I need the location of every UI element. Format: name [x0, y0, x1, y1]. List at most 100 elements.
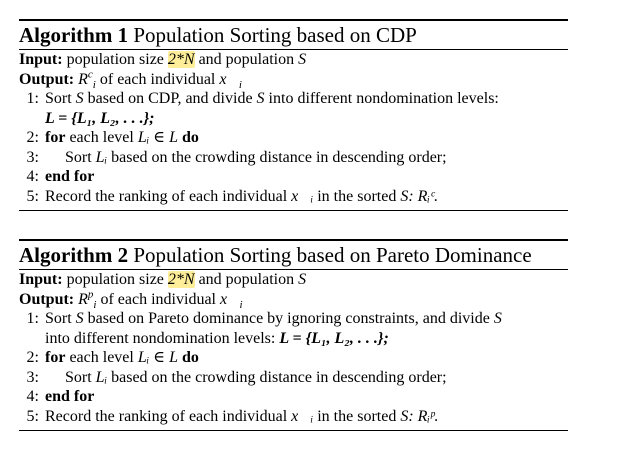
step-5: 5: Record the ranking of each individual …	[19, 407, 568, 427]
input-line: Input: population size 2*N and populatio…	[19, 270, 568, 290]
title-rule	[19, 269, 568, 270]
step-math: Lᵢ ∈ L	[137, 129, 179, 146]
step-var: S:	[400, 187, 414, 205]
algorithm-name: Population Sorting based on Pareto Domin…	[133, 243, 532, 267]
step-vector: x⃗ᵢ	[291, 187, 314, 205]
step-1: 1: Sort S based on Pareto dominance by ig…	[19, 309, 568, 329]
step-number: 2:	[26, 129, 39, 146]
output-sub: i	[92, 78, 96, 91]
output-sup: c	[87, 68, 93, 81]
output-label: Output:	[19, 290, 75, 308]
level-set: L = {L₁, L₂, . . .};	[45, 109, 155, 127]
step-4: 4: end for	[19, 167, 568, 187]
output-symbol: Rpi	[78, 288, 97, 311]
output-vec-sub: i	[238, 78, 242, 91]
title-rule	[19, 49, 568, 50]
input-text-2: and population	[198, 51, 295, 68]
step-text: in the sorted	[317, 407, 397, 425]
step-number: 3:	[26, 148, 39, 166]
step-var: S	[493, 310, 502, 327]
step-1-continuation: into different nondomination levels: L =…	[19, 329, 568, 349]
step-2: 2: for each level Lᵢ ∈ L do	[19, 348, 568, 368]
algorithm-label: Algorithm 1	[19, 23, 129, 47]
output-vec: x⃗	[219, 290, 240, 308]
output-sup: p	[87, 288, 94, 301]
step-text: each level	[69, 129, 134, 146]
step-5: 5: Record the ranking of each individual …	[19, 187, 568, 207]
step-var: Lᵢ	[95, 148, 108, 166]
keyword-do: do	[182, 129, 199, 146]
input-text: population size	[66, 271, 164, 288]
algorithm-title: Algorithm 2 Population Sorting based on …	[19, 241, 568, 269]
output-vector: x⃗i	[219, 70, 242, 91]
step-number: 4:	[26, 388, 39, 405]
step-number: 1:	[26, 90, 39, 107]
step-var: Lᵢ	[95, 368, 108, 386]
bottom-rule	[19, 210, 568, 211]
step-number: 1:	[26, 310, 39, 327]
top-rule	[19, 19, 568, 21]
step-var: S	[75, 90, 84, 107]
output-sym: R	[78, 70, 88, 88]
step-number: 4:	[26, 168, 39, 185]
highlighted-population-size: 2*N	[167, 51, 195, 68]
output-text: of each individual	[100, 290, 216, 308]
output-text: of each individual	[99, 70, 216, 88]
output-sym: R	[78, 290, 88, 308]
step-4: 4: end for	[19, 387, 568, 407]
step-text: each level	[69, 349, 134, 366]
level-set: L = {L₁, L₂, . . .};	[279, 329, 389, 347]
algorithm-title: Algorithm 1 Population Sorting based on …	[19, 21, 568, 49]
step-3: 3: Sort Lᵢ based on the crowding distance…	[19, 148, 568, 168]
input-line: Input: population size 2*N and populatio…	[19, 50, 568, 70]
step-var: S	[256, 90, 265, 107]
keyword-end-for: end for	[45, 168, 95, 185]
step-text: into different nondomination levels:	[268, 90, 499, 107]
input-var: S	[298, 51, 307, 68]
step-text: based on Pareto dominance by ignoring co…	[87, 310, 490, 327]
step-text: based on CDP, and divide	[87, 90, 253, 107]
algorithm-name: Population Sorting based on CDP	[133, 23, 417, 47]
keyword-do: do	[182, 349, 199, 366]
input-label: Input:	[19, 271, 63, 288]
step-result: Rᵢᵖ.	[417, 407, 439, 425]
step-var: S:	[400, 407, 414, 425]
step-2: 2: for each level Lᵢ ∈ L do	[19, 128, 568, 148]
input-var: S	[298, 271, 307, 288]
step-text: Sort	[45, 310, 72, 327]
output-vec: x⃗	[219, 70, 239, 88]
algorithm-2-block: Algorithm 2 Population Sorting based on …	[19, 239, 568, 431]
step-3: 3: Sort Lᵢ based on the crowding distance…	[19, 368, 568, 388]
step-number: 5:	[26, 187, 39, 205]
output-vector: x⃗i	[219, 290, 243, 311]
algorithm-1-block: Algorithm 1 Population Sorting based on …	[19, 19, 568, 211]
output-vec-sub: i	[239, 298, 243, 311]
input-text-2: and population	[198, 271, 295, 288]
keyword-for: for	[45, 349, 66, 366]
step-text: Record the ranking of each individual	[45, 407, 288, 425]
step-number: 3:	[26, 368, 39, 386]
step-var: S	[75, 310, 84, 327]
input-text: population size	[66, 51, 164, 68]
output-sub: i	[93, 298, 97, 311]
step-number: 2:	[26, 349, 39, 366]
step-1-continuation: L = {L₁, L₂, . . .};	[19, 109, 568, 129]
bottom-rule	[19, 430, 568, 431]
highlighted-population-size: 2*N	[167, 271, 195, 288]
step-text: Sort	[65, 148, 92, 166]
step-result: Rᵢᶜ.	[417, 187, 439, 205]
keyword-for: for	[45, 129, 66, 146]
step-text: Sort	[45, 90, 72, 107]
output-label: Output:	[19, 70, 75, 88]
step-text: based on the crowding distance in descen…	[111, 368, 447, 386]
step-text: based on the crowding distance in descen…	[111, 148, 447, 166]
algorithm-label: Algorithm 2	[19, 243, 129, 267]
step-math: Lᵢ ∈ L	[137, 349, 179, 366]
step-text: Sort	[65, 368, 92, 386]
step-1: 1: Sort S based on CDP, and divide S into…	[19, 89, 568, 109]
keyword-end-for: end for	[45, 388, 95, 405]
step-number: 5:	[26, 407, 39, 425]
step-text: Record the ranking of each individual	[45, 187, 288, 205]
output-line: Output: Rci of each individual x⃗i	[19, 68, 568, 91]
input-label: Input:	[19, 51, 63, 68]
